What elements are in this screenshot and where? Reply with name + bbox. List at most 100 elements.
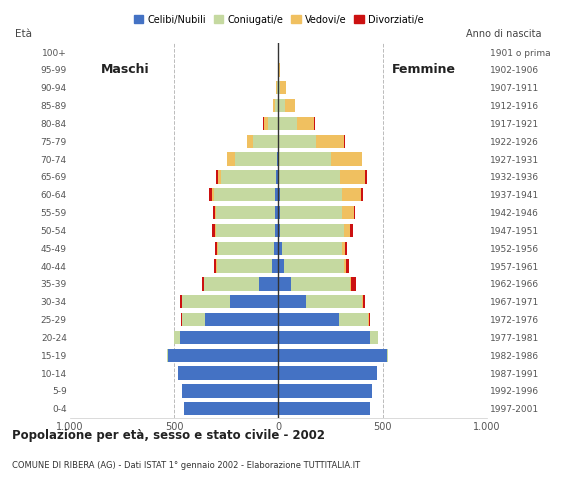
- Text: Maschi: Maschi: [101, 63, 150, 76]
- Bar: [278, 384, 372, 397]
- Bar: [227, 153, 278, 166]
- Bar: [182, 313, 278, 326]
- Text: Popolazione per età, sesso e stato civile - 2002: Popolazione per età, sesso e stato civil…: [12, 429, 325, 442]
- Bar: [184, 402, 278, 415]
- Bar: [278, 348, 388, 362]
- Bar: [166, 348, 278, 362]
- Bar: [216, 224, 278, 237]
- Bar: [278, 153, 331, 166]
- Bar: [182, 295, 278, 309]
- Bar: [166, 348, 278, 362]
- Bar: [278, 170, 340, 184]
- Bar: [278, 81, 286, 95]
- Bar: [278, 224, 281, 237]
- Bar: [278, 331, 378, 344]
- Bar: [278, 331, 370, 344]
- Bar: [278, 331, 378, 344]
- Bar: [209, 188, 278, 202]
- Bar: [276, 224, 278, 237]
- Bar: [278, 366, 376, 380]
- Bar: [259, 277, 278, 290]
- Bar: [268, 117, 278, 130]
- Bar: [278, 153, 279, 166]
- Bar: [182, 384, 278, 397]
- Bar: [204, 277, 278, 290]
- Bar: [278, 277, 350, 290]
- Bar: [278, 259, 284, 273]
- Bar: [247, 134, 278, 148]
- Bar: [178, 366, 278, 380]
- Bar: [278, 384, 372, 397]
- Bar: [278, 348, 388, 362]
- Bar: [180, 331, 278, 344]
- Bar: [278, 188, 363, 202]
- Bar: [204, 277, 278, 290]
- Bar: [218, 241, 278, 255]
- Bar: [215, 224, 278, 237]
- Bar: [234, 153, 278, 166]
- Text: Anno di nascita: Anno di nascita: [466, 29, 542, 39]
- Bar: [178, 366, 278, 380]
- Bar: [278, 277, 356, 290]
- Bar: [216, 206, 278, 219]
- Bar: [230, 295, 278, 309]
- Bar: [278, 206, 342, 219]
- Bar: [182, 295, 278, 309]
- Bar: [278, 331, 378, 344]
- Bar: [215, 241, 278, 255]
- Bar: [182, 313, 278, 326]
- Bar: [278, 117, 314, 130]
- Bar: [273, 99, 278, 112]
- Bar: [278, 402, 370, 415]
- Bar: [278, 366, 376, 380]
- Bar: [278, 295, 362, 309]
- Bar: [274, 241, 278, 255]
- Bar: [218, 241, 278, 255]
- Bar: [278, 81, 286, 95]
- Bar: [278, 295, 306, 309]
- Bar: [278, 153, 362, 166]
- Bar: [212, 188, 278, 202]
- Bar: [278, 134, 345, 148]
- Bar: [221, 170, 278, 184]
- Bar: [278, 277, 291, 290]
- Bar: [278, 63, 280, 77]
- Bar: [276, 81, 278, 95]
- Bar: [278, 259, 346, 273]
- Bar: [278, 134, 316, 148]
- Bar: [278, 117, 314, 130]
- Bar: [227, 153, 278, 166]
- Bar: [212, 224, 278, 237]
- Bar: [276, 188, 278, 202]
- Bar: [277, 81, 278, 95]
- Bar: [178, 366, 278, 380]
- Bar: [278, 402, 370, 415]
- Bar: [178, 366, 278, 380]
- Bar: [278, 384, 372, 397]
- Bar: [278, 384, 372, 397]
- Bar: [205, 313, 278, 326]
- Bar: [278, 259, 344, 273]
- Bar: [278, 277, 351, 290]
- Bar: [214, 259, 278, 273]
- Bar: [182, 384, 278, 397]
- Bar: [278, 188, 342, 202]
- Bar: [278, 241, 345, 255]
- Bar: [278, 206, 281, 219]
- Bar: [253, 134, 278, 148]
- Bar: [278, 170, 365, 184]
- Bar: [215, 206, 278, 219]
- Bar: [278, 81, 281, 95]
- Bar: [264, 117, 278, 130]
- Bar: [278, 206, 355, 219]
- Bar: [278, 188, 281, 202]
- Text: Età: Età: [15, 29, 32, 39]
- Bar: [278, 99, 295, 112]
- Bar: [278, 295, 362, 309]
- Bar: [278, 153, 361, 166]
- Bar: [278, 224, 353, 237]
- Bar: [277, 153, 278, 166]
- Bar: [276, 170, 278, 184]
- Bar: [213, 206, 278, 219]
- Bar: [278, 241, 281, 255]
